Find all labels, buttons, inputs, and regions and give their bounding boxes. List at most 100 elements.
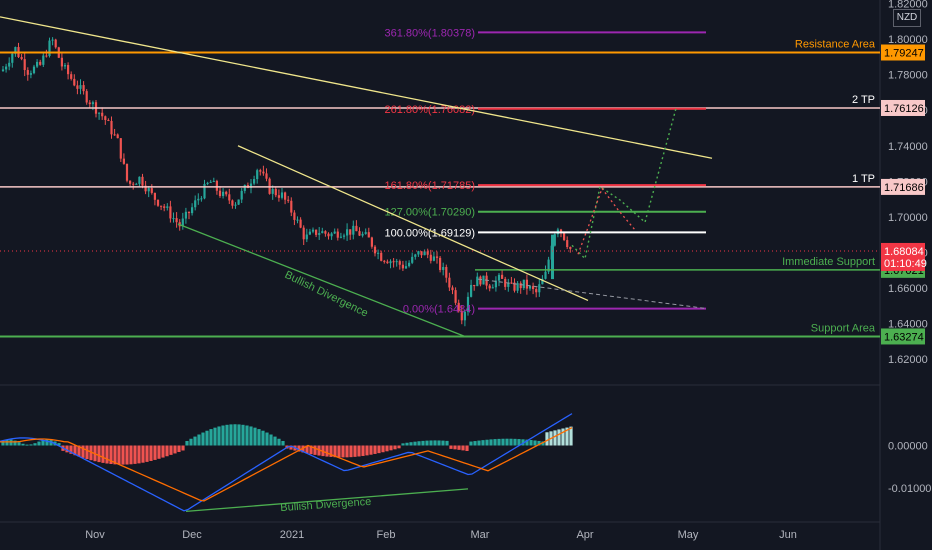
macd-histogram-bar [381, 445, 385, 453]
macd-histogram-bar [377, 445, 381, 454]
macd-histogram-bar [273, 436, 277, 446]
candle-body [191, 207, 194, 214]
candle-body [23, 59, 26, 71]
candle-body [67, 65, 70, 75]
macd-histogram-bar [249, 426, 253, 446]
macd-histogram-bar [401, 443, 405, 446]
candle-body [395, 261, 398, 263]
macd-histogram-bar [565, 427, 569, 446]
candle-body [349, 229, 352, 235]
macd-histogram-bar [469, 441, 473, 446]
candle-body [519, 283, 522, 289]
macd-histogram-bar [77, 445, 81, 457]
candle-body [330, 233, 333, 237]
candle-body [488, 285, 491, 289]
macd-histogram-bar [37, 441, 41, 446]
macd-histogram-bar [97, 445, 101, 463]
candle-body [259, 170, 262, 172]
candle-body [231, 200, 234, 206]
candle-body [296, 219, 299, 221]
candle-body [32, 66, 36, 74]
level-price-tag [881, 178, 925, 195]
candle-body [370, 237, 373, 247]
macd-histogram-bar [201, 432, 205, 446]
candle-body [156, 199, 160, 206]
macd-histogram-bar [73, 445, 77, 456]
macd-histogram-bar [1, 440, 5, 446]
macd-histogram-bar [361, 445, 365, 456]
candle-body [60, 57, 63, 67]
macd-histogram-bar [241, 424, 245, 446]
candle-body [135, 183, 138, 185]
macd-histogram-bar [57, 443, 61, 446]
candle-body [432, 256, 435, 261]
macd-histogram-bar [509, 438, 513, 446]
macd-histogram-bar [461, 445, 465, 451]
candle-body [141, 176, 144, 186]
macd-histogram-bar [309, 445, 313, 455]
candle-body [401, 264, 404, 269]
candle-body [290, 200, 293, 213]
currency-badge: NZD [893, 9, 921, 27]
candle-body [280, 192, 284, 198]
candle-body [386, 261, 389, 264]
candle-body [184, 211, 187, 219]
candle-body [228, 194, 231, 201]
candle-body [414, 254, 417, 257]
macd-histogram-bar [117, 445, 121, 465]
candle-body [507, 282, 510, 287]
candle-body [535, 289, 538, 293]
macd-histogram-bar [557, 429, 561, 446]
level-price-label: 1.63274 [884, 331, 924, 343]
candle-body [324, 231, 327, 234]
price-tick-label: 1.74000 [888, 141, 928, 153]
level-price-tag [881, 99, 925, 116]
candle-body [470, 284, 473, 297]
macd-histogram-bar [385, 445, 389, 452]
candle-body [122, 158, 125, 164]
candle-body [435, 256, 439, 258]
candle-body [563, 232, 566, 241]
projected-path-bear [577, 187, 637, 255]
candle-body [358, 231, 361, 236]
currency-label: NZD [896, 12, 918, 23]
candle-body [253, 179, 256, 184]
fib-label: 361.80%(1.80378) [384, 27, 475, 39]
macd-histogram-bar [5, 439, 9, 446]
breakout-candle [551, 234, 554, 280]
candle-body [361, 233, 364, 236]
macd-histogram-bar [369, 445, 373, 455]
fib-label: 100.00%(1.69129) [384, 227, 475, 239]
candle-body [153, 192, 156, 200]
candle-body [305, 234, 308, 240]
macd-histogram-bar [457, 445, 461, 450]
macd-histogram-bar [237, 424, 241, 446]
time-tick-label: Feb [377, 529, 396, 541]
candle-body [197, 198, 200, 201]
candles [1, 37, 572, 327]
candle-body [497, 274, 501, 281]
candle-body [70, 74, 73, 79]
candle-body [200, 198, 203, 200]
macd-histogram-bar [33, 443, 37, 446]
candle-body [429, 254, 432, 261]
macd-histogram-bar [105, 445, 109, 464]
macd-histogram-bar [257, 429, 261, 446]
candle-body [212, 180, 215, 182]
time-tick-label: 2021 [280, 529, 304, 541]
candle-body [439, 257, 442, 270]
level-price-label: 1.71686 [884, 182, 924, 194]
candle-body [547, 259, 550, 272]
candle-body [14, 47, 17, 54]
macd-histogram-bar [145, 445, 149, 462]
candle-body [364, 232, 367, 234]
candle-body [277, 195, 280, 198]
macd-pane [1, 424, 573, 465]
candle-body [355, 225, 358, 232]
time-tick-label: Mar [471, 529, 490, 541]
candle-body [42, 55, 45, 65]
macd-histogram-bar [137, 445, 141, 464]
macd-histogram-bar [445, 440, 449, 446]
